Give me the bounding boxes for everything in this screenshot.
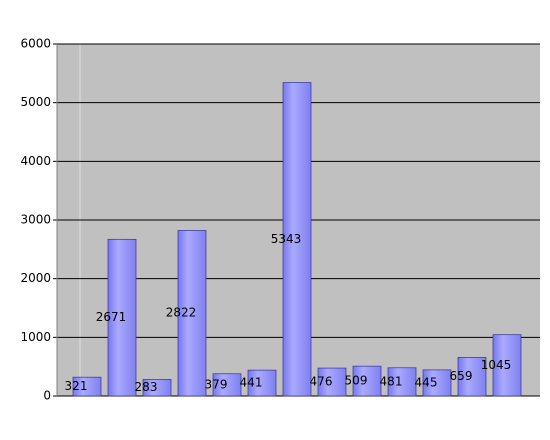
value-label: 481 — [380, 374, 403, 388]
y-tick-label: 2000 — [20, 271, 51, 285]
y-tick-label: 4000 — [20, 154, 51, 168]
value-label: 509 — [345, 374, 368, 388]
y-tick-label: 5000 — [20, 95, 51, 109]
value-label: 379 — [205, 377, 228, 391]
value-label: 5343 — [271, 232, 302, 246]
bar — [142, 379, 172, 397]
value-label: 321 — [65, 379, 88, 393]
value-label: 659 — [450, 369, 473, 383]
bar — [422, 369, 452, 397]
bar — [317, 367, 347, 397]
bar — [352, 365, 382, 397]
bar — [457, 356, 487, 397]
bar — [247, 369, 277, 397]
value-label: 2671 — [96, 310, 127, 324]
bar — [282, 82, 312, 397]
bar — [212, 373, 242, 397]
y-tick-label: 3000 — [20, 213, 51, 227]
y-tick-label: 1000 — [20, 330, 51, 344]
y-tick-label: 0 — [43, 389, 51, 403]
value-label: 445 — [415, 375, 438, 389]
bar — [177, 230, 207, 397]
value-label: 2822 — [166, 306, 197, 320]
bar — [72, 376, 102, 397]
bar — [107, 238, 137, 397]
bar — [387, 367, 417, 397]
value-label: 476 — [310, 375, 333, 389]
value-label: 1045 — [481, 358, 512, 372]
bar — [492, 334, 522, 397]
value-label: 441 — [240, 376, 263, 390]
y-tick-label: 6000 — [20, 37, 51, 51]
value-label: 283 — [135, 380, 158, 394]
